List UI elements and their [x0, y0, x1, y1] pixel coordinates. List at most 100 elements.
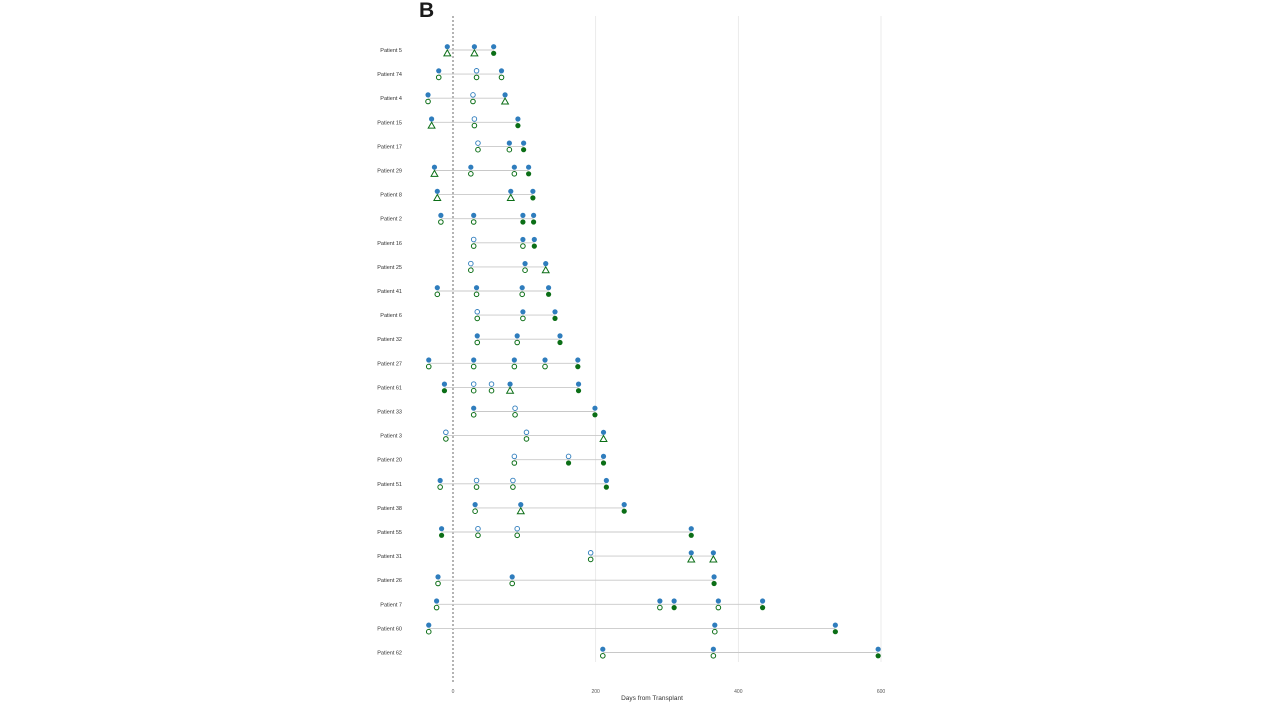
marker-top-filled — [688, 526, 694, 532]
marker-top-filled — [557, 333, 563, 339]
marker-top-open — [488, 381, 495, 387]
patient-label: Patient 55 — [377, 530, 402, 536]
marker-bottom-filled — [521, 147, 527, 153]
patient-row: Patient 51 — [377, 477, 609, 490]
marker-bottom-open — [514, 532, 521, 539]
marker-bottom-filled — [575, 388, 582, 394]
patient-row: Patient 61 — [377, 381, 582, 394]
marker-bottom-filled — [875, 653, 881, 659]
patient-rows: Patient 5 Patient 74 Patient 4 Patient 15 Pa… — [377, 44, 881, 659]
marker-top-filled — [545, 285, 552, 291]
marker-bottom-open — [710, 653, 717, 659]
marker-bottom-filled — [526, 171, 532, 177]
marker-bottom-open — [511, 460, 518, 466]
marker-bottom-open — [434, 291, 441, 298]
patient-row: Patient 41 — [377, 285, 552, 298]
patient-label: Patient 7 — [380, 602, 402, 608]
patient-label: Patient 17 — [377, 144, 402, 150]
marker-bottom-open — [510, 484, 516, 490]
marker-bottom-filled — [832, 629, 838, 635]
marker-bottom-filled — [759, 605, 766, 611]
x-tick-label-0: 0 — [452, 689, 455, 695]
marker-top-filled — [434, 188, 440, 194]
marker-bottom-triangle — [541, 265, 550, 274]
marker-bottom-triangle — [506, 193, 516, 201]
marker-bottom-open — [470, 219, 477, 225]
marker-bottom-open — [473, 484, 480, 490]
marker-top-filled — [600, 453, 607, 459]
marker-bottom-open — [520, 315, 526, 322]
panel-letter: B — [419, 0, 434, 22]
marker-top-filled — [531, 236, 537, 243]
marker-top-filled — [657, 598, 663, 604]
marker-bottom-open — [506, 146, 513, 153]
gridlines — [452, 16, 882, 682]
marker-bottom-open — [523, 436, 530, 442]
marker-bottom-open — [473, 291, 480, 298]
marker-bottom-filled — [441, 388, 448, 394]
marker-top-filled — [600, 646, 606, 652]
marker-top-filled — [542, 357, 548, 363]
patient-row: Patient 3 — [380, 429, 608, 442]
marker-bottom-filled — [603, 484, 609, 490]
marker-top-filled — [552, 309, 558, 315]
marker-top-open — [565, 453, 572, 460]
marker-top-filled — [518, 502, 524, 508]
patient-label: Patient 25 — [377, 265, 402, 271]
marker-top-open — [468, 260, 474, 267]
marker-bottom-open — [475, 146, 481, 153]
marker-top-filled — [438, 526, 445, 532]
marker-top-filled — [471, 212, 477, 218]
marker-bottom-open — [520, 243, 526, 249]
marker-bottom-open — [715, 604, 722, 611]
marker-top-filled — [491, 44, 497, 50]
marker-top-filled — [575, 381, 582, 387]
patient-row: Patient 31 — [377, 550, 718, 563]
patient-row: Patient 7 — [380, 598, 766, 611]
marker-top-filled — [575, 357, 581, 363]
patient-label: Patient 51 — [377, 482, 402, 488]
patient-label: Patient 62 — [377, 651, 402, 657]
patient-label: Patient 20 — [377, 458, 402, 464]
marker-bottom-filled — [515, 123, 521, 129]
marker-bottom-triangle — [443, 48, 452, 57]
marker-top-open — [443, 429, 449, 436]
marker-bottom-open — [711, 628, 718, 635]
patient-label: Patient 32 — [377, 337, 402, 343]
patient-row: Patient 33 — [377, 405, 598, 418]
patient-label: Patient 16 — [377, 241, 402, 247]
marker-top-filled — [434, 285, 440, 291]
marker-top-filled — [832, 622, 838, 628]
marker-bottom-filled — [557, 339, 563, 346]
marker-bottom-filled — [575, 364, 581, 370]
marker-top-filled — [688, 550, 694, 556]
marker-top-filled — [875, 646, 881, 652]
marker-top-filled — [710, 550, 716, 556]
marker-top-filled — [710, 646, 716, 652]
marker-top-filled — [444, 44, 450, 50]
marker-top-filled — [530, 188, 536, 194]
marker-top-open — [511, 453, 518, 460]
marker-bottom-filled — [530, 195, 536, 201]
patient-row: Patient 16 — [377, 236, 537, 249]
marker-top-filled — [431, 164, 438, 170]
marker-bottom-filled — [438, 532, 445, 538]
marker-bottom-open — [470, 363, 477, 370]
marker-bottom-open — [657, 604, 663, 611]
patient-row: Patient 38 — [377, 502, 627, 515]
marker-top-filled — [603, 477, 609, 484]
patient-label: Patient 74 — [377, 72, 402, 78]
marker-top-filled — [438, 212, 444, 218]
patient-label: Patient 2 — [380, 217, 402, 223]
marker-top-filled — [436, 68, 442, 74]
marker-top-filled — [471, 405, 477, 411]
patient-row: Patient 60 — [377, 622, 838, 635]
marker-top-filled — [437, 477, 443, 484]
marker-bottom-triangle — [430, 169, 439, 177]
patient-row: Patient 74 — [377, 68, 505, 81]
marker-bottom-open — [474, 315, 481, 322]
marker-bottom-open — [600, 653, 606, 659]
marker-top-filled — [508, 188, 514, 194]
marker-bottom-filled — [565, 460, 572, 466]
marker-top-filled — [514, 333, 520, 339]
